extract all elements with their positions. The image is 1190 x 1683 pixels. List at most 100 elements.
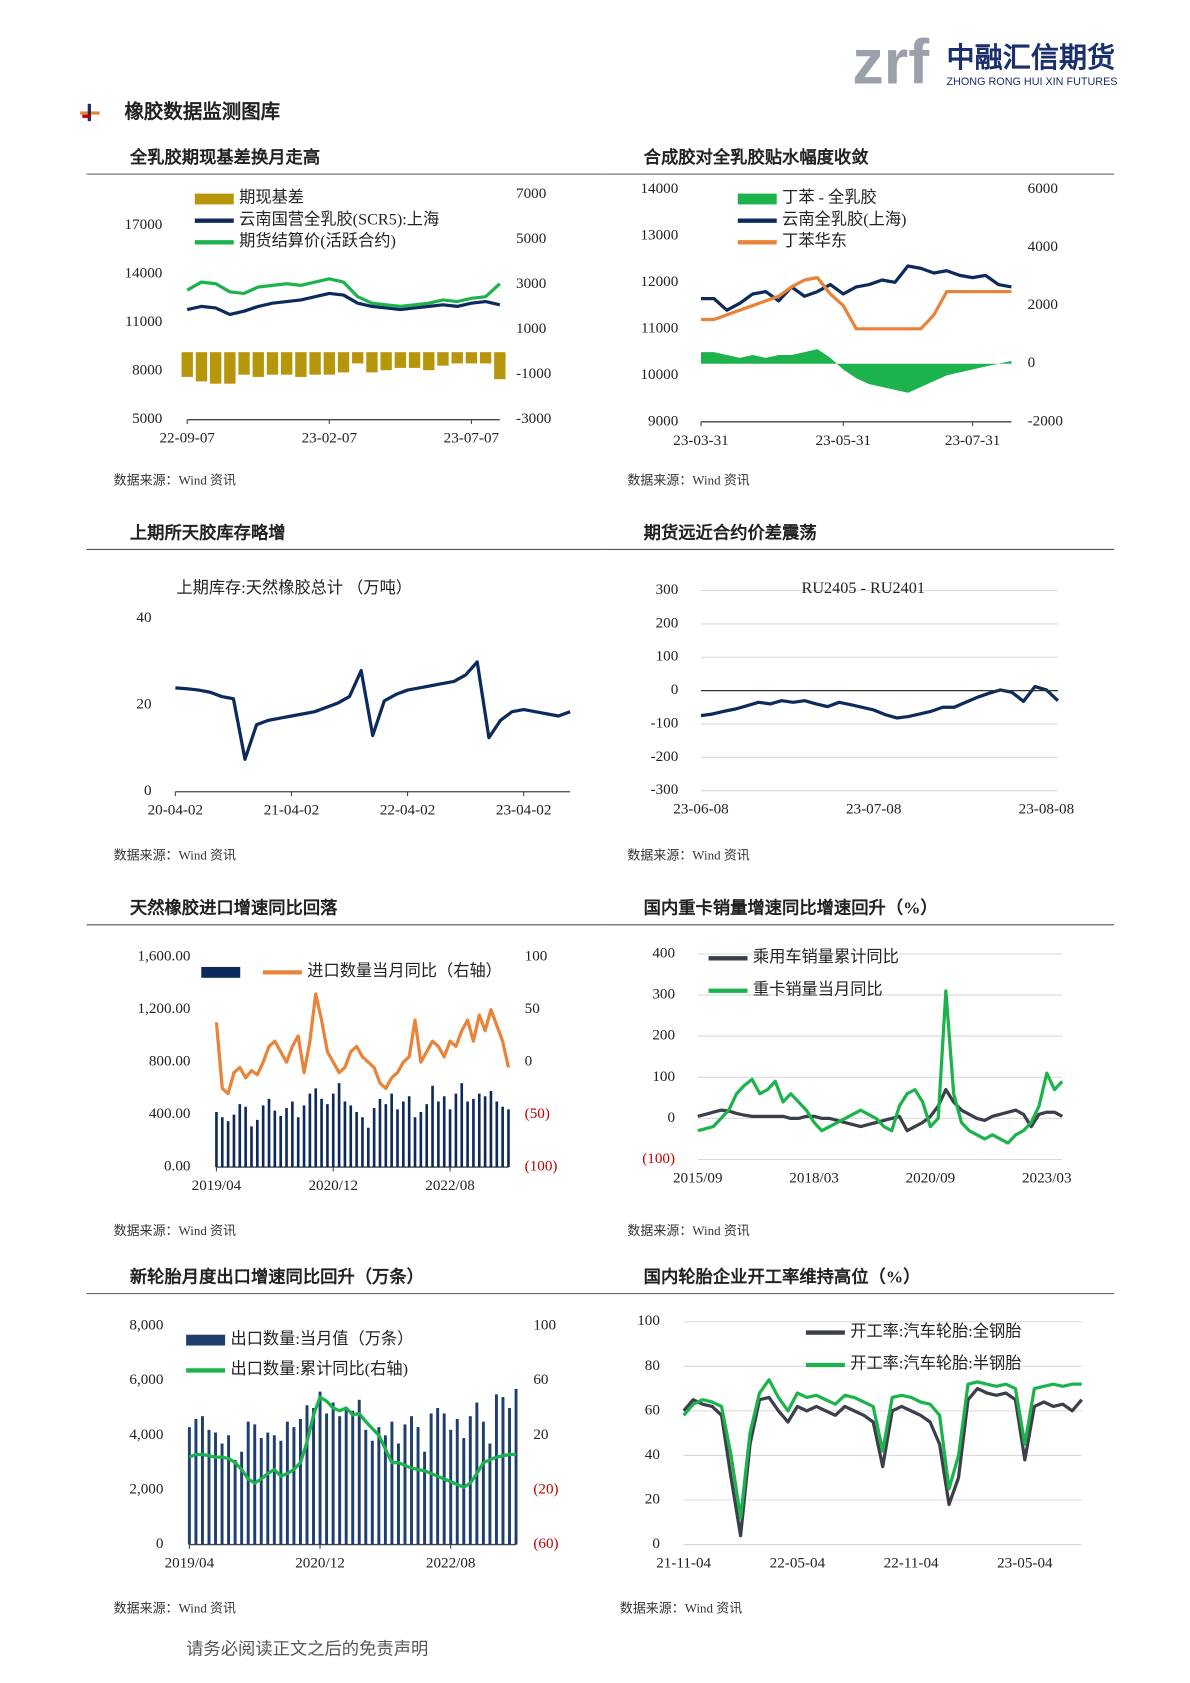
bar (423, 1451, 427, 1545)
y-tick-label: 11000 (125, 314, 162, 330)
x-tick-label: 2015/09 (673, 1170, 723, 1186)
legend-label: 期现基差 (239, 189, 304, 207)
bar (479, 352, 492, 364)
y-tick-label: 20 (645, 1491, 660, 1507)
x-tick-label: 2023/03 (1022, 1170, 1072, 1186)
bar (423, 352, 435, 371)
bar (351, 1410, 355, 1545)
bar (407, 1096, 411, 1168)
y-tick-label: 80 (645, 1358, 660, 1374)
y-tick-label: 10000 (640, 367, 678, 383)
x-tick-label: 23-05-04 (997, 1555, 1053, 1571)
bar (355, 1111, 358, 1168)
bar (419, 1111, 423, 1168)
bar (403, 1424, 407, 1545)
bar (256, 1119, 259, 1168)
legend-swatch (186, 1334, 226, 1346)
y2-tick-label: 1000 (516, 321, 546, 337)
chart-title: 合成胶对全乳胶贴水幅度收敛 (644, 147, 870, 167)
bar (215, 1111, 218, 1168)
bar (437, 1101, 440, 1168)
chart-title: 国内轮胎企业开工率维持高位（%） (644, 1266, 921, 1286)
y2-tick-label: (100) (525, 1159, 558, 1175)
bar (181, 352, 193, 377)
bar (238, 352, 250, 375)
y-tick-label: 13000 (640, 227, 678, 243)
bar (279, 1115, 282, 1168)
legend-label: 出口数量:当月值（万条） (230, 1330, 413, 1348)
bar (437, 352, 449, 366)
bar (370, 1440, 374, 1545)
y-tick-label: 400 (652, 945, 675, 961)
bar (302, 1105, 306, 1168)
bar (384, 1104, 388, 1168)
x-tick-label: 23-07-07 (444, 431, 500, 447)
y-tick-label: 17000 (125, 217, 163, 233)
bar (187, 1427, 191, 1545)
line (697, 989, 1064, 1145)
y2-tick-label: 50 (525, 1001, 540, 1017)
legend-label: 重卡销量当月同比 (753, 980, 883, 998)
source-note: 数据来源：Wind 资讯 (114, 1223, 236, 1238)
legend-label: 进口数量当月同比（右轴） (307, 962, 502, 980)
line (175, 660, 571, 761)
bar (462, 1438, 466, 1545)
y2-tick-label: 6000 (1028, 181, 1058, 197)
bar (214, 1432, 217, 1545)
bar (320, 1098, 323, 1168)
bar (508, 1407, 511, 1545)
bar (224, 352, 236, 384)
y-tick-label: 400.00 (149, 1106, 191, 1122)
bar (298, 1418, 302, 1545)
chart-title: 新轮胎月度出口增速同比回升（万条） (130, 1266, 424, 1286)
bar (489, 1091, 493, 1168)
chart-title: 国内重卡销量增速同比增速回升（%） (644, 898, 938, 918)
y-tick-label: 100 (652, 1069, 675, 1085)
bar (378, 1098, 382, 1168)
bar (281, 352, 293, 375)
legend-label: 出口数量:累计同比(右轴) (230, 1360, 408, 1378)
source-note: 数据来源：Wind 资讯 (114, 848, 236, 863)
x-tick-label: 23-03-31 (673, 433, 728, 449)
bar (326, 1104, 329, 1168)
bar (200, 1416, 204, 1545)
bar (344, 1407, 348, 1545)
y-tick-label: 0 (144, 783, 152, 799)
y-tick-label: -300 (651, 782, 679, 798)
legend-label: 上期库存:天然橡胶总计 （万吨） (176, 579, 412, 597)
y-tick-label: 4,000 (129, 1427, 163, 1443)
source-note: 数据来源：Wind 资讯 (627, 1223, 749, 1238)
legend-label: 云南国营全乳胶(SCR5):上海 (239, 210, 439, 228)
bar (305, 1405, 309, 1545)
bar (488, 1443, 492, 1545)
x-tick-label: 23-07-31 (945, 433, 1000, 449)
y2-tick-label: (50) (525, 1106, 550, 1122)
x-tick-label: 20-04-02 (148, 803, 203, 819)
y-tick-label: -100 (651, 715, 679, 731)
y-tick-label: 300 (652, 987, 675, 1003)
bar (259, 1438, 263, 1545)
bar (331, 1093, 335, 1168)
source-note: 数据来源：Wind 资讯 (627, 848, 749, 863)
bar (402, 1101, 405, 1168)
source-note: 数据来源：Wind 资讯 (114, 1600, 236, 1615)
bar (272, 1435, 276, 1545)
y-tick-label: 12000 (640, 274, 678, 290)
y-tick-label: 6,000 (129, 1372, 163, 1388)
y-tick-label: -200 (651, 749, 679, 765)
bar (343, 1101, 347, 1168)
y2-tick-label: (60) (533, 1536, 558, 1552)
chart-title: 天然橡胶进口增速同比回落 (130, 898, 338, 918)
bar (232, 1114, 236, 1168)
y-tick-label: 8,000 (129, 1318, 163, 1334)
bar (309, 352, 321, 375)
bar (267, 1098, 271, 1168)
y-tick-label: 1,200.00 (138, 1001, 191, 1017)
chart-title: 上期所天胶库存略增 (130, 522, 286, 542)
y-tick-label: 2,000 (129, 1481, 163, 1497)
legend-label: 丁苯华东 (782, 232, 847, 250)
bar (472, 1098, 475, 1168)
bar (390, 1421, 394, 1545)
y-tick-label: 100 (637, 1313, 660, 1329)
footer: 请务必阅读正文之后的免责声明 (186, 1640, 428, 1659)
